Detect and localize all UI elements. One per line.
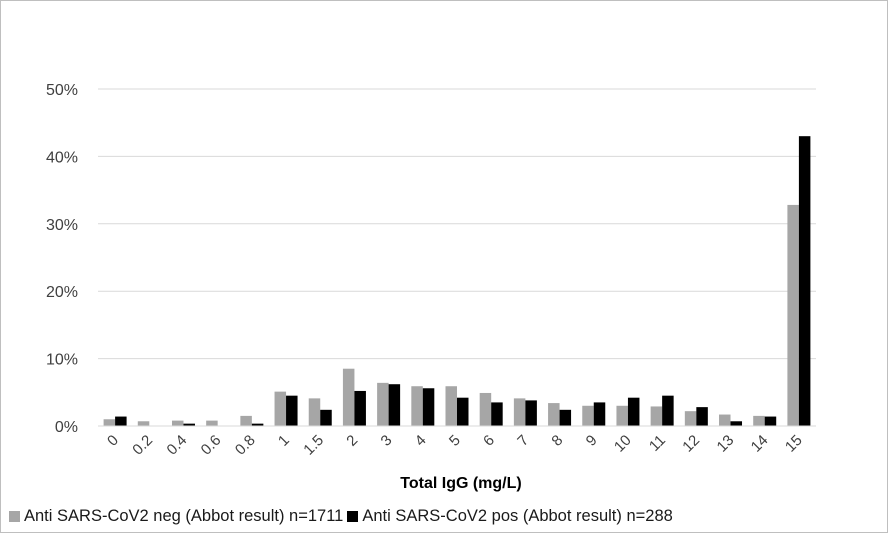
x-tick-label: 7 [514,432,532,450]
x-tick-label: 0.8 [232,432,259,459]
bar-pos [491,402,503,426]
bar-neg [240,415,252,426]
x-tick-label: 0 [104,432,122,450]
bar-neg [753,415,765,426]
legend-label-pos: Anti SARS-CoV2 pos (Abbot result) n=288 [362,506,673,525]
bar-neg [650,406,663,426]
y-tick-label: 10% [46,352,78,369]
bar-pos [798,136,811,426]
bar-neg [342,368,355,426]
bar-neg [616,405,628,426]
bar-pos [320,409,332,426]
bar-pos [696,407,708,426]
y-tick-label: 0% [55,419,78,436]
bar-neg [582,405,594,426]
bar-pos [593,402,606,426]
bar-pos [525,400,537,426]
bar-pos [115,416,127,426]
bar-pos [388,384,401,426]
bar-neg [787,204,799,426]
bar-neg [479,392,492,426]
y-tick-label: 20% [46,284,78,301]
bar-neg [308,398,321,426]
x-tick-label: 14 [748,432,772,456]
legend: Anti SARS-CoV2 neg (Abbot result) n=1711… [9,505,677,527]
bar-neg [719,414,731,426]
x-tick-label: 5 [446,432,464,450]
x-tick-labels: 0 0.2 0.4 0.6 0.8 1 1.5 2 3 4 5 6 7 8 9 10 11 12 13 14 15 [104,432,806,459]
legend-label-neg: Anti SARS-CoV2 neg (Abbot result) n=1711 [24,506,344,525]
bar-neg [684,411,697,426]
x-tick-label: 6 [480,432,498,450]
bar-neg [513,398,526,426]
legend-item-pos: Anti SARS-CoV2 pos (Abbot result) n=288 [347,506,673,526]
x-tick-label: 12 [679,432,703,456]
bar-pos [764,416,777,426]
bar-pos [183,423,195,426]
bar-pos [457,397,469,426]
x-tick-label: 10 [611,432,635,456]
bar-pos [422,388,435,426]
x-tick-label: 3 [378,432,396,450]
x-tick-label: 15 [782,432,806,456]
bar-neg [274,391,287,426]
bar-pos [662,395,674,426]
x-tick-label: 0.4 [164,432,191,459]
x-tick-label: 11 [646,432,669,455]
bar-pos [354,390,366,426]
bar-neg [548,403,560,426]
bar-pos [251,423,264,426]
x-tick-label: 0.6 [198,432,225,459]
bars [103,136,811,426]
x-tick-label: 13 [714,432,738,456]
x-tick-label: 1.5 [300,432,327,459]
bar-pos [730,421,743,426]
legend-swatch-pos [347,510,359,522]
bar-neg [137,421,150,426]
bar-neg [445,386,457,426]
x-tick-label: 8 [548,432,566,450]
gridlines [98,88,816,360]
x-tick-label: 9 [583,432,601,450]
x-tick-label: 4 [412,432,430,450]
bar-pos [559,409,572,426]
bar-neg [171,420,184,426]
bar-neg [377,382,389,426]
y-tick-label: 30% [46,217,78,234]
x-tick-label: 1 [275,432,293,450]
legend-swatch-neg [9,510,20,522]
y-tick-label: 40% [46,149,78,166]
legend-item-neg: Anti SARS-CoV2 neg (Abbot result) n=1711 [9,507,343,526]
bar-neg [411,386,423,426]
y-tick-labels: 0% 10% 20% 30% 40% 50% [46,82,78,436]
bar-neg [206,420,218,426]
x-tick-label: 0.2 [129,432,156,459]
bar-pos [286,395,298,426]
x-axis-title: Total IgG (mg/L) [400,475,521,492]
y-tick-label: 50% [46,82,78,99]
bar-neg [103,419,116,426]
x-tick-label: 2 [343,432,361,450]
bar-pos [627,397,640,426]
